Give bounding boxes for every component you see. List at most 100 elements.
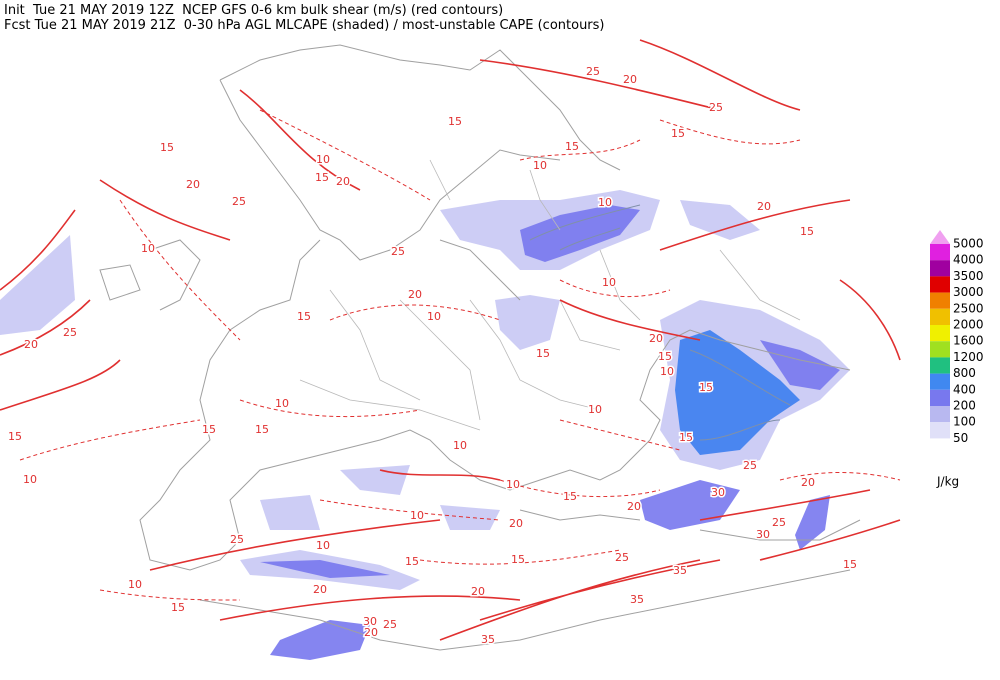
contour-label: 15 (405, 555, 419, 568)
contour-label: 20 (313, 583, 327, 596)
contour-label: 10 (598, 196, 612, 209)
cape-shading (760, 340, 840, 390)
contour-label: 10 (602, 276, 616, 289)
contour-label: 15 (699, 381, 713, 394)
colorbar-box (930, 292, 950, 309)
colorbar-label: 3500 (953, 269, 984, 283)
cape-shading (640, 480, 740, 530)
contour-label: 15 (315, 171, 329, 184)
colorbar-label: 3000 (953, 285, 984, 299)
colorbar-box (930, 341, 950, 358)
contour-label: 15 (297, 310, 311, 323)
cape-shading (260, 495, 320, 530)
colorbar-box (930, 373, 950, 390)
contour-label: 10 (588, 403, 602, 416)
contour-labels: 25 20 25 15 15 15 10 15 20 20 25 10 25 25 20 20 15 10 10 15… (7, 64, 859, 648)
contour-label: 10 (410, 509, 424, 522)
contour-label: 10 (316, 153, 330, 166)
colorbar-label: 1600 (953, 334, 984, 348)
colorbar-box (930, 406, 950, 423)
contour-label: 10 (533, 159, 547, 172)
contour-label: 25 (709, 101, 723, 114)
contour-label: 20 (408, 288, 422, 301)
contour-label: 20 (623, 73, 637, 86)
colorbar-label: 400 (953, 382, 976, 396)
contour-label: 25 (391, 245, 405, 258)
contour-label: 15 (800, 225, 814, 238)
contour-label: 35 (673, 564, 687, 577)
contour-label: 10 (660, 365, 674, 378)
contour-label: 15 (448, 115, 462, 128)
cape-shading (675, 330, 800, 455)
contour-label: 15 (843, 558, 857, 571)
contour-label: 15 (255, 423, 269, 436)
contour-label: 30 (363, 615, 377, 628)
cape-shading (260, 560, 390, 578)
contour-label: 20 (649, 332, 663, 345)
contour-label: 20 (757, 200, 771, 213)
colorbar-box (930, 276, 950, 293)
colorbar-label: 200 (953, 399, 976, 413)
colorbar-label: 50 (953, 431, 968, 445)
contour-label: 15 (202, 423, 216, 436)
cape-shading (440, 505, 500, 530)
colorbar-label: 100 (953, 415, 976, 429)
contour-label: 10 (427, 310, 441, 323)
contour-label: 30 (756, 528, 770, 541)
cape-shading (270, 620, 370, 660)
contour-label: 25 (615, 551, 629, 564)
colorbar-box (930, 260, 950, 277)
legend: J/kg 5000 4000 3500 3000 2500 2000 1600 1200 800… (930, 230, 984, 489)
contour-label: 10 (141, 242, 155, 255)
legend-unit: J/kg (936, 475, 959, 489)
contour-label: 10 (506, 478, 520, 491)
contour-label: 15 (171, 601, 185, 614)
contour-label: 15 (536, 347, 550, 360)
contour-label: 10 (453, 439, 467, 452)
colorbar-box (930, 308, 950, 325)
header-line: Fcst Tue 21 MAY 2019 21Z 0-30 hPa AGL ML… (4, 18, 605, 33)
colorbar-label: 800 (953, 366, 976, 380)
contour-label: 20 (801, 476, 815, 489)
contour-label: 15 (679, 431, 693, 444)
colorbar-label: 5000 (953, 237, 984, 251)
contour-label: 20 (364, 626, 378, 639)
contour-label: 30 (711, 486, 725, 499)
contour-label: 15 (563, 490, 577, 503)
contour-label: 15 (160, 141, 174, 154)
contour-label: 10 (275, 397, 289, 410)
cape-shading (520, 205, 640, 262)
cape-shading (340, 465, 410, 495)
colorbar-box (930, 244, 950, 261)
colorbar-label: 4000 (953, 253, 984, 267)
shear-contour (0, 39, 901, 641)
contour-label: 25 (586, 65, 600, 78)
contour-label: 15 (671, 127, 685, 140)
contour-label: 20 (186, 178, 200, 191)
contour-label: 10 (23, 473, 37, 486)
contour-label: 20 (509, 517, 523, 530)
colorbar-label: 1200 (953, 350, 984, 364)
cape-shading (495, 295, 560, 350)
contour-label: 20 (471, 585, 485, 598)
header-line: Init Tue 21 MAY 2019 12Z NCEP GFS 0-6 km… (4, 3, 503, 18)
contour-label: 25 (232, 195, 246, 208)
contour-label: 15 (8, 430, 22, 443)
colorbar-label: 2500 (953, 301, 984, 315)
colorbar-box (930, 325, 950, 342)
contour-label: 25 (743, 459, 757, 472)
colorbar-box (930, 357, 950, 374)
contour-label: 35 (481, 633, 495, 646)
contour-label: 25 (772, 516, 786, 529)
colorbar-box (930, 422, 950, 439)
cape-shading (680, 200, 760, 240)
contour-label: 20 (24, 338, 38, 351)
colorbar-box (930, 389, 950, 406)
shear-contour (19, 109, 901, 601)
contour-label: 10 (316, 539, 330, 552)
colorbar-label: 2000 (953, 318, 984, 332)
contour-label: 25 (230, 533, 244, 546)
cape-shading (0, 235, 75, 335)
contour-label: 20 (336, 175, 350, 188)
